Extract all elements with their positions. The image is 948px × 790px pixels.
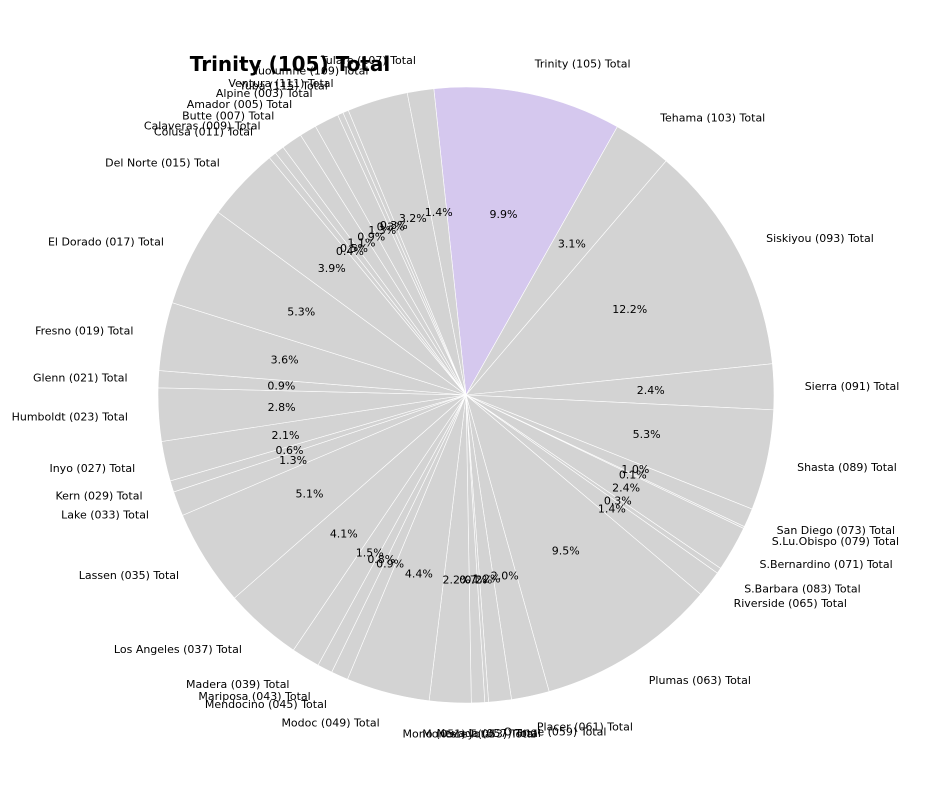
percent-label: 2.2% [443, 574, 471, 587]
category-label: Tuolumne (109) Total [252, 65, 369, 78]
category-label: S.Lu.Obispo (079) Total [772, 535, 899, 548]
percent-label: 1.2% [473, 573, 501, 586]
category-label: Calaveras (009) Total [144, 120, 261, 133]
category-label: Kern (029) Total [56, 490, 143, 503]
category-label: Alpine (003) Total [216, 87, 313, 100]
category-label: Lake (033) Total [61, 509, 149, 522]
category-label: Monterey (053) Total [422, 728, 536, 741]
percent-label: 4.4% [405, 568, 433, 581]
chart-title: Trinity (105) Total [190, 52, 390, 76]
percent-label: 5.3% [633, 428, 661, 441]
percent-label: 3.6% [271, 354, 299, 367]
percent-label: 9.5% [552, 545, 580, 558]
percent-label: 0.7% [459, 574, 487, 587]
category-label: El Dorado (017) Total [48, 236, 164, 249]
percent-label: 5.3% [287, 305, 315, 318]
category-label: Trinity (105) Total [534, 57, 631, 70]
category-label: Placer (061) Total [537, 720, 633, 733]
category-label: Inyo (027) Total [49, 462, 135, 475]
percent-label: 2.4% [637, 384, 665, 397]
slice-tulare-107-total [406, 88, 467, 396]
category-label: Lassen (035) Total [79, 569, 179, 582]
category-label: Butte (007) Total [182, 110, 274, 123]
category-labels: Trinity (105) Total Tehama (103) Total Sis… [12, 54, 900, 741]
category-label: Plumas (063) Total [649, 674, 751, 687]
slice-plumas-063-total [465, 394, 702, 692]
percent-label: 0.9% [376, 558, 404, 571]
category-label: Tulare (107) Total [320, 54, 416, 67]
category-label: Ventura (111) Total [228, 77, 333, 90]
percent-label: 3.1% [558, 238, 586, 251]
percent-label: 1.0% [621, 463, 649, 476]
percent-label: 1.4% [598, 502, 626, 515]
category-label: Siskiyou (093) Total [766, 232, 874, 245]
category-label: Sierra (091) Total [805, 380, 900, 393]
category-label: Fresno (019) Total [35, 324, 133, 337]
percent-label: 0.4% [336, 245, 364, 258]
category-label: Mendocino (045) Total [205, 698, 327, 711]
percent-label: 0.3% [604, 495, 632, 508]
percent-label: 2.0% [491, 570, 519, 583]
percent-label: 0.9% [357, 230, 385, 243]
percent-label: 2.8% [268, 401, 296, 414]
category-label: Del Norte (015) Total [105, 156, 220, 169]
category-label: Nevada (057) Total [437, 727, 541, 740]
percent-label: 0.3% [380, 219, 408, 232]
percent-label: 0.2% [464, 573, 492, 586]
category-label: Tehama (103) Total [659, 111, 765, 124]
percent-label: 3.2% [399, 212, 427, 225]
percent-label: 9.9% [490, 208, 518, 221]
category-label: Shasta (089) Total [797, 461, 897, 474]
category-label: Mariposa (043) Total [198, 690, 310, 703]
percent-label: 1.5% [356, 547, 384, 560]
category-label: Amador (005) Total [187, 98, 292, 111]
slice-trinity-105-total [433, 86, 618, 396]
category-label: Orange (059) Total [504, 726, 607, 739]
percent-label: 2.1% [272, 429, 300, 442]
percent-label: 4.1% [330, 528, 358, 541]
percent-label: 0.9% [267, 380, 295, 393]
percent-label: 5.1% [296, 487, 324, 500]
category-label: S.Barbara (083) Total [744, 582, 861, 595]
category-label: Glenn (021) Total [33, 372, 128, 385]
category-label: Madera (039) Total [186, 678, 290, 691]
category-label: Mono (051) Total [403, 727, 495, 740]
percent-label: 12.2% [612, 303, 647, 316]
percent-label: 3.9% [318, 262, 346, 275]
percent-label: 1.3% [279, 454, 307, 467]
percent-label: 1.4% [425, 206, 453, 219]
category-label: San Diego (073) Total [777, 524, 895, 537]
percent-label: 0.8% [367, 553, 395, 566]
percent-label: 0.5% [340, 242, 368, 255]
percent-label: 0.1% [619, 469, 647, 482]
percent-label: 0.3% [377, 220, 405, 233]
category-label: S.Bernardino (071) Total [760, 558, 893, 571]
category-label: Riverside (065) Total [734, 597, 847, 610]
pie-slices [157, 86, 775, 704]
category-label: Humboldt (023) Total [12, 411, 128, 424]
percent-label: 1.1% [348, 237, 376, 250]
percent-label: 2.4% [612, 481, 640, 494]
category-label: Yuba (115) Total [238, 80, 327, 93]
category-label: Modoc (049) Total [281, 717, 379, 730]
percent-label: 0.6% [276, 444, 304, 457]
category-label: Los Angeles (037) Total [114, 643, 242, 656]
percent-labels: 9.9%3.1%12.2%2.4%5.3%1.0%0.1%2.4%0.3%1.4… [267, 206, 664, 587]
percent-label: 1.3% [368, 224, 396, 237]
slice-siskiyou-093-total [465, 160, 773, 396]
category-label: Colusa (011) Total [154, 125, 253, 138]
